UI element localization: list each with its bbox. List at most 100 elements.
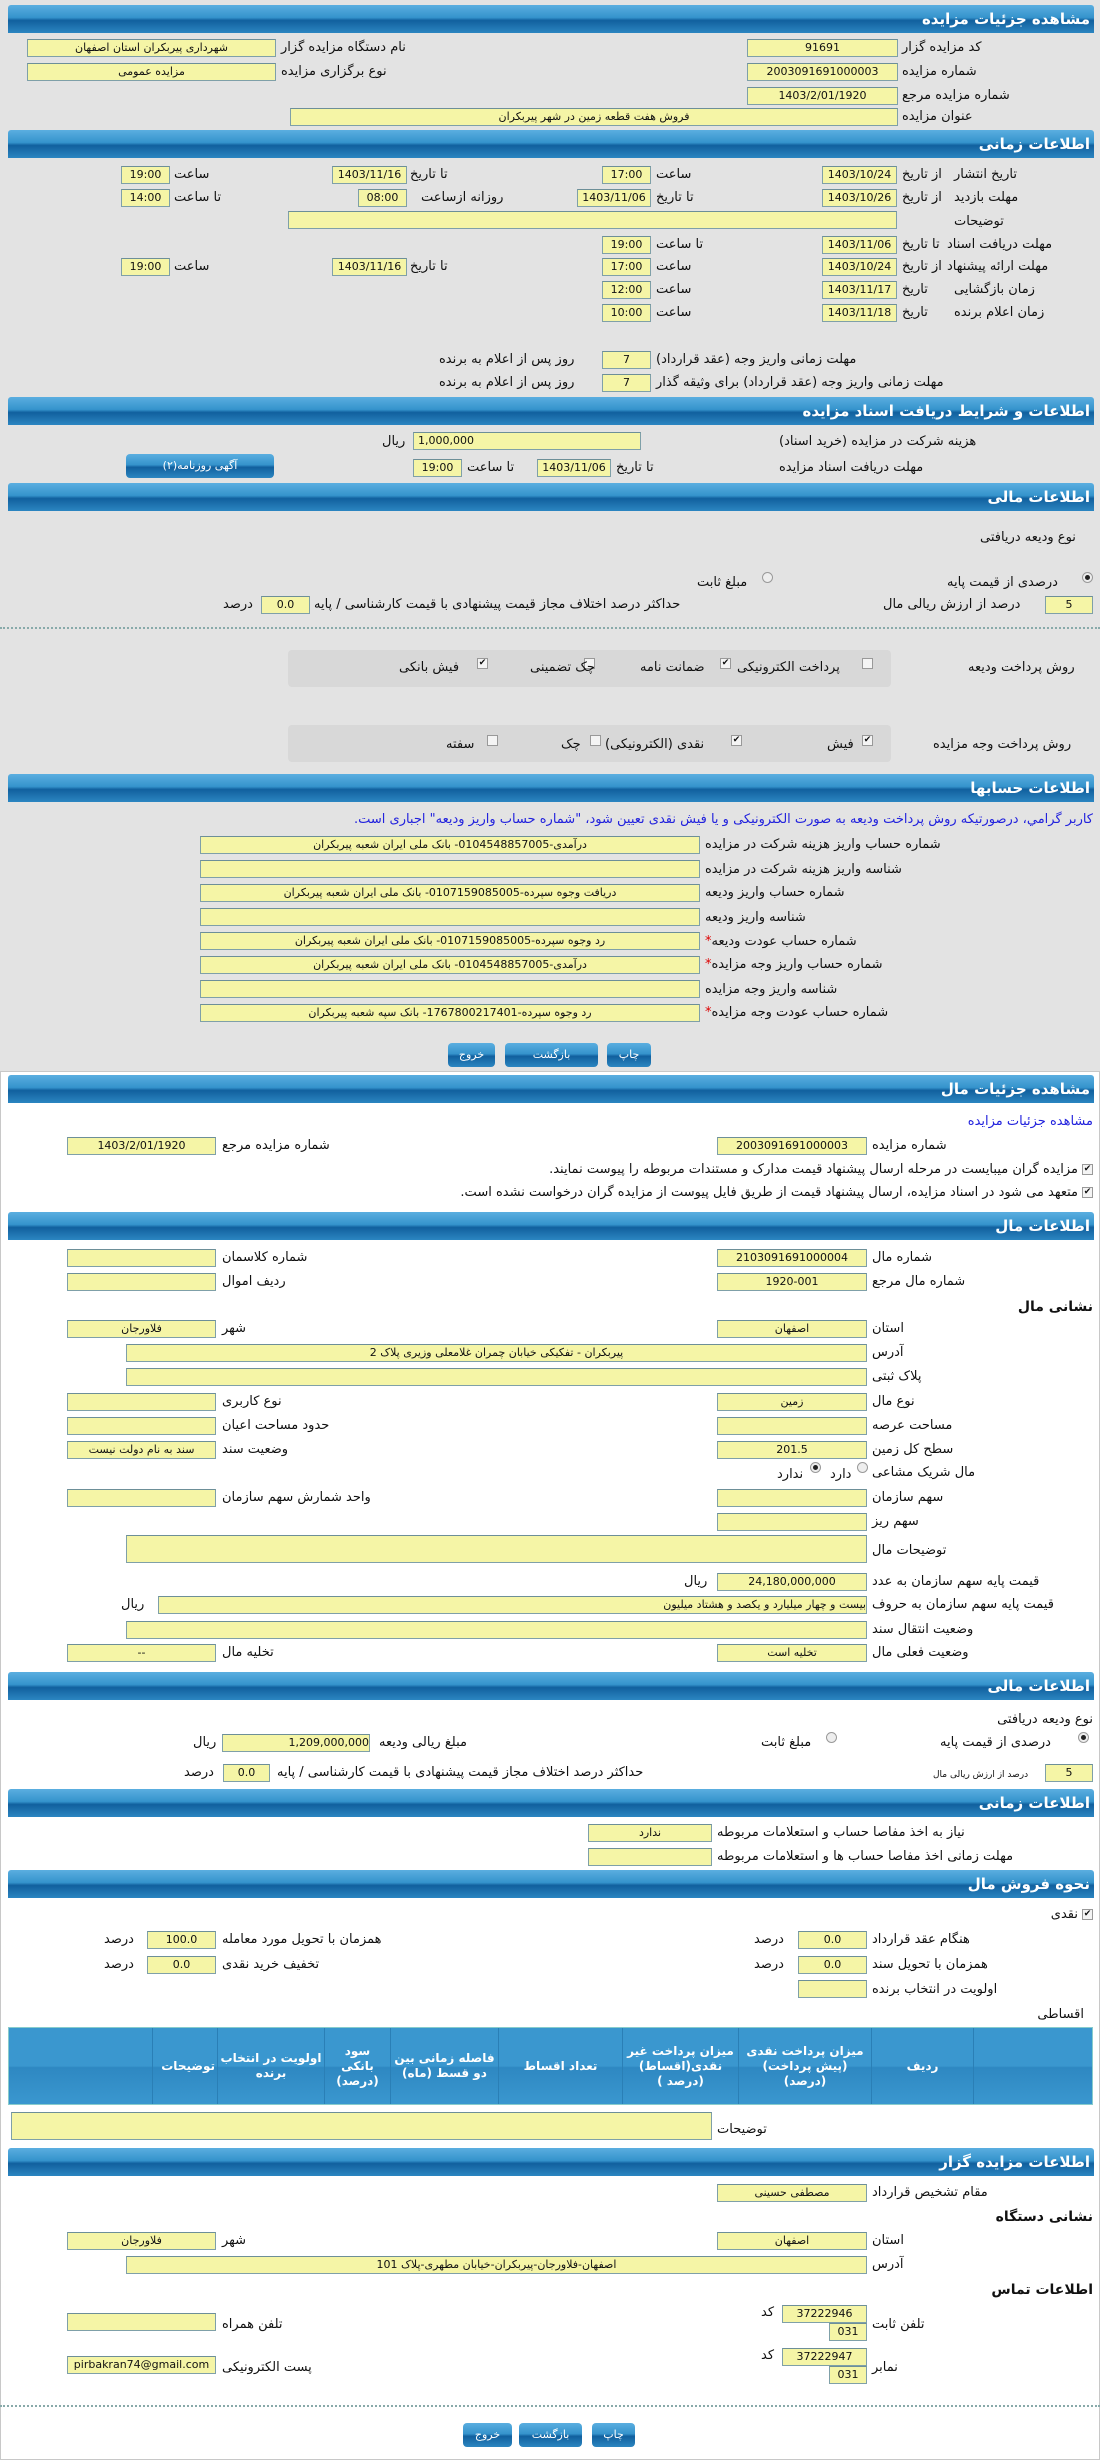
eviction-field[interactable]: -- (67, 1644, 216, 1662)
shared-no-radio[interactable] (810, 1462, 821, 1473)
deed-transfer-field[interactable] (126, 1621, 867, 1639)
deposit-percent-radio[interactable] (1078, 1732, 1089, 1743)
deposit-method-checkbox-electronic[interactable] (862, 658, 873, 669)
contract-percent-field[interactable]: 0.0 (798, 1931, 867, 1949)
deposit-fixed-radio[interactable] (826, 1732, 837, 1743)
current-status-field[interactable]: تخلیه است (717, 1644, 867, 1662)
visit-daily-from-field[interactable]: 08:00 (358, 189, 407, 207)
back-button[interactable]: بازگشت (519, 2423, 582, 2447)
deposit-fixed-radio[interactable] (762, 572, 773, 583)
account-field[interactable] (200, 980, 700, 998)
land-area-field[interactable] (717, 1417, 867, 1435)
bids-from-time-field[interactable]: 17:00 (602, 258, 651, 276)
publish-to-field[interactable]: 1403/11/16 (332, 166, 407, 184)
auction-number-field[interactable]: 2003091691000003 (717, 1137, 867, 1155)
exit-button[interactable]: خروج (448, 1043, 495, 1067)
discount-field[interactable]: 0.0 (147, 1956, 216, 1974)
auctioneer-code-field[interactable]: 91691 (747, 39, 898, 57)
registration-plate-field[interactable] (126, 1368, 867, 1386)
winner-date-field[interactable]: 1403/11/18 (822, 304, 897, 322)
total-area-field[interactable]: 201.5 (717, 1441, 867, 1459)
visit-to-field[interactable]: 1403/11/06 (577, 189, 651, 207)
city-field[interactable]: فلاورجان (67, 2232, 216, 2250)
no-attachment-commitment-checkbox[interactable]: ✔ (1082, 1187, 1093, 1198)
deed-status-field[interactable]: سند به نام دولت نیست (67, 1441, 216, 1459)
fax-code-field[interactable]: 031 (829, 2366, 867, 2384)
share-unit-field[interactable] (67, 1489, 216, 1507)
winner-time-field[interactable]: 10:00 (602, 304, 651, 322)
notes-field[interactable] (288, 211, 897, 229)
fee-field[interactable]: 1,000,000 (413, 432, 641, 450)
docs-to-date-field[interactable]: 1403/11/06 (537, 459, 611, 477)
deed-delivery-percent-field[interactable]: 0.0 (798, 1956, 867, 1974)
visit-from-field[interactable]: 1403/10/26 (822, 189, 897, 207)
account-field[interactable]: درآمدی-0104548857005- بانک ملی ایران شعب… (200, 836, 700, 854)
small-share-field[interactable] (717, 1513, 867, 1531)
fax-field[interactable]: 37222947 (782, 2348, 867, 2366)
opening-time-field[interactable]: 12:00 (602, 281, 651, 299)
ref-number-field[interactable]: 1403/2/01/1920 (67, 1137, 216, 1155)
base-price-words-field[interactable]: بیست و چهار میلیارد و یکصد و هشتاد میلیو… (158, 1596, 867, 1614)
base-price-field[interactable]: 24,180,000,000 (717, 1573, 867, 1591)
account-field[interactable]: رد وجوه سپرده-1767800217401- بانک سپه شع… (200, 1004, 700, 1022)
deposit-method-checkbox-bank-slip[interactable]: ✔ (477, 658, 488, 669)
deposit-method-checkbox-cheque[interactable] (584, 658, 595, 669)
city-field[interactable]: فلاورجان (67, 1320, 216, 1338)
back-button[interactable]: بازگشت (505, 1043, 598, 1067)
deposit-percent-radio[interactable] (1082, 572, 1093, 583)
deposit-percent-field[interactable]: 5 (1045, 596, 1093, 614)
payment-method-checkbox-slip[interactable]: ✔ (862, 735, 873, 746)
province-field[interactable]: اصفهان (717, 1320, 867, 1338)
account-field[interactable]: دریافت وجوه سپرده-0107159085005- بانک مل… (200, 884, 700, 902)
docs-to-time-field[interactable]: 19:00 (602, 236, 651, 254)
email-field[interactable]: pirbakran74@gmail.com (67, 2356, 216, 2374)
visit-daily-to-field[interactable]: 14:00 (121, 189, 170, 207)
auction-details-link[interactable]: مشاهده جزئیات مزایده (967, 1114, 1093, 1129)
print-button[interactable]: چاپ (607, 1043, 651, 1067)
bids-to-time-field[interactable]: 19:00 (121, 258, 170, 276)
province-field[interactable]: اصفهان (717, 2232, 867, 2250)
classman-field[interactable] (67, 1249, 216, 1267)
item-type-field[interactable]: زمین (717, 1393, 867, 1411)
clearance-field[interactable]: ندارد (588, 1824, 712, 1842)
payment-method-checkbox-promissory[interactable] (487, 735, 498, 746)
address-field[interactable]: پیربکران - تفکیکی خیابان چمران غلامعلی و… (126, 1344, 867, 1362)
authority-field[interactable]: مصطفی حسینی (717, 2184, 867, 2202)
opening-date-field[interactable]: 1403/11/17 (822, 281, 897, 299)
item-ref-field[interactable]: 1920-001 (717, 1273, 867, 1291)
org-name-field[interactable]: شهرداری پیربکران استان اصفهان (27, 39, 276, 57)
account-field[interactable]: رد وجوه سپرده-0107159085005- بانک ملی ای… (200, 932, 700, 950)
building-area-field[interactable] (67, 1417, 216, 1435)
usage-type-field[interactable] (67, 1393, 216, 1411)
account-field[interactable] (200, 860, 700, 878)
shared-yes-radio[interactable] (857, 1462, 868, 1473)
publish-from-time-field[interactable]: 17:00 (602, 166, 651, 184)
newspaper-ad-button[interactable]: آگهی روزنامه(۲) (126, 454, 274, 478)
bids-to-field[interactable]: 1403/11/16 (332, 258, 407, 276)
delivery-percent-field[interactable]: 100.0 (147, 1931, 216, 1949)
clearance-deadline-field[interactable] (588, 1848, 712, 1866)
payment-method-checkbox-cheque[interactable] (590, 735, 601, 746)
item-description-field[interactable] (126, 1535, 867, 1563)
bids-from-field[interactable]: 1403/10/24 (822, 258, 897, 276)
deposit-amount-field[interactable]: 1,209,000,000 (222, 1734, 370, 1752)
exit-button[interactable]: خروج (463, 2423, 512, 2447)
publish-to-time-field[interactable]: 19:00 (121, 166, 170, 184)
pay-deadline-collateral-field[interactable]: 7 (602, 374, 651, 392)
address-field[interactable]: اصفهان-فلاورجان-پیربکران-خیابان مطهری-پل… (126, 2256, 867, 2274)
pay-deadline-field[interactable]: 7 (602, 351, 651, 369)
org-share-field[interactable] (717, 1489, 867, 1507)
sale-notes-field[interactable] (11, 2112, 712, 2140)
max-diff-field[interactable]: 0.0 (261, 596, 310, 614)
payment-method-checkbox-cash[interactable]: ✔ (731, 735, 742, 746)
auction-number-field[interactable]: 2003091691000003 (747, 63, 898, 81)
ref-number-field[interactable]: 1403/2/01/1920 (747, 87, 898, 105)
publish-from-field[interactable]: 1403/10/24 (822, 166, 897, 184)
docs-to-field[interactable]: 1403/11/06 (822, 236, 897, 254)
item-number-field[interactable]: 2103091691000004 (717, 1249, 867, 1267)
attachments-required-checkbox[interactable]: ✔ (1082, 1164, 1093, 1175)
deposit-method-checkbox-guarantee[interactable]: ✔ (720, 658, 731, 669)
account-field[interactable] (200, 908, 700, 926)
mobile-field[interactable] (67, 2313, 216, 2331)
account-field[interactable]: درآمدی-0104548857005- بانک ملی ایران شعب… (200, 956, 700, 974)
